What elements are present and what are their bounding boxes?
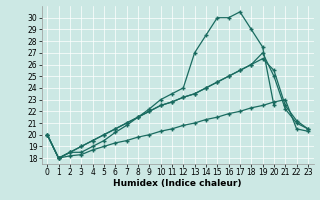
X-axis label: Humidex (Indice chaleur): Humidex (Indice chaleur) xyxy=(113,179,242,188)
